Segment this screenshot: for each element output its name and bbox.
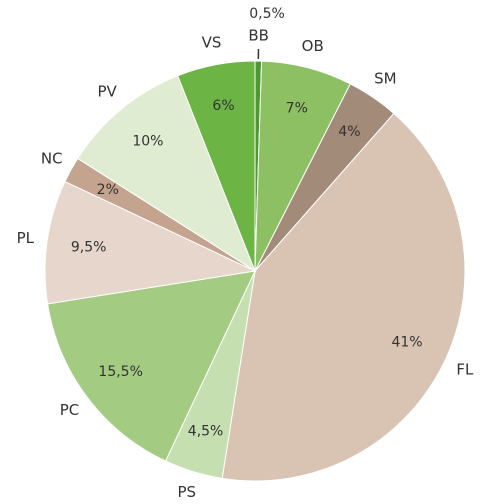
category-label: PV xyxy=(97,83,117,101)
value-label: 6% xyxy=(212,98,234,114)
category-label: PL xyxy=(17,229,35,247)
category-label: SM xyxy=(374,70,396,88)
category-label: BB xyxy=(248,27,269,45)
value-label: 4,5% xyxy=(188,424,224,440)
value-label: 15,5% xyxy=(98,364,142,380)
category-label: FL xyxy=(456,360,474,378)
value-label: 41% xyxy=(391,335,422,351)
pie-slice xyxy=(44,180,257,305)
category-label: PC xyxy=(60,401,80,419)
pie-slice xyxy=(47,270,256,462)
pie-slice xyxy=(77,75,257,273)
category-label: PS xyxy=(177,483,196,501)
value-label: 9,5% xyxy=(71,239,107,255)
category-label: OB xyxy=(302,37,324,55)
value-label: 2% xyxy=(97,182,119,198)
category-label: NC xyxy=(41,150,63,168)
value-label: 0,5% xyxy=(249,6,285,22)
pie-slice xyxy=(221,112,466,482)
pie-slice xyxy=(177,60,256,272)
value-label: 7% xyxy=(286,100,308,116)
category-label: VS xyxy=(202,34,222,52)
value-label: 10% xyxy=(132,134,163,150)
value-label: 4% xyxy=(338,124,360,140)
